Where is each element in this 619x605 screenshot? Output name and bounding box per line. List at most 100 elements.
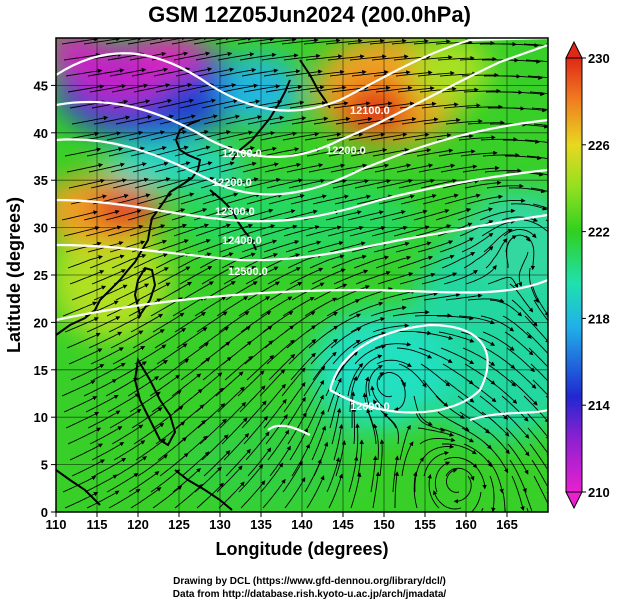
streamline — [177, 82, 215, 93]
streamline — [291, 116, 329, 125]
streamline — [463, 88, 501, 94]
streamline — [282, 296, 315, 317]
streamline — [307, 394, 324, 429]
streamline — [65, 411, 100, 429]
streamline — [130, 487, 162, 509]
streamline — [303, 38, 341, 45]
streamline — [152, 485, 183, 509]
streamline — [330, 327, 362, 349]
streamline — [197, 238, 233, 253]
streamline — [457, 395, 488, 419]
streamline — [353, 255, 390, 269]
streamline — [438, 331, 475, 343]
streamline — [281, 367, 306, 397]
streamline — [421, 272, 458, 285]
streamline — [131, 67, 169, 77]
streamline — [285, 69, 323, 77]
streamline — [329, 241, 366, 253]
streamline — [134, 177, 171, 189]
streamline — [174, 145, 211, 157]
streamline — [377, 272, 414, 285]
streamline — [261, 383, 286, 413]
streamline — [312, 351, 337, 381]
streamline — [311, 425, 327, 461]
streamline — [466, 379, 497, 403]
streamline — [172, 467, 201, 493]
streamline — [370, 132, 408, 141]
streamline — [66, 332, 101, 349]
streamline — [377, 101, 415, 109]
streamline — [458, 135, 496, 141]
x-axis-ticks: 110 115 120 125 130 135 140 145 150 155 160 165 — [46, 512, 518, 532]
streamline — [466, 194, 503, 205]
streamline — [195, 223, 231, 237]
streamline — [177, 252, 212, 269]
contour-label: 12300.0 — [215, 206, 255, 218]
colorbar-tick-label: 230 — [588, 51, 610, 66]
streamline — [376, 359, 412, 367]
streamline — [68, 348, 103, 365]
streamline — [150, 130, 187, 141]
streamline — [421, 444, 455, 461]
streamline — [328, 473, 343, 509]
streamline — [376, 372, 393, 398]
streamline — [130, 313, 164, 333]
streamline — [89, 83, 127, 93]
streamline — [509, 283, 534, 313]
streamline — [114, 193, 151, 205]
streamline — [136, 192, 173, 205]
streamline — [266, 339, 295, 365]
streamline — [237, 38, 275, 45]
streamline — [525, 411, 548, 440]
streamline — [531, 107, 548, 111]
x-axis-label: Longitude (degrees) — [215, 539, 388, 559]
streamline — [309, 409, 325, 445]
streamline — [108, 315, 142, 333]
streamline — [132, 161, 169, 173]
streamline — [149, 374, 181, 397]
streamline — [453, 475, 472, 504]
streamline — [84, 131, 122, 141]
streamline — [219, 401, 247, 429]
streamline — [442, 179, 480, 189]
streamline — [307, 241, 344, 253]
streamline — [401, 441, 414, 477]
streamline — [439, 237, 474, 253]
streamline — [110, 330, 144, 349]
streamline — [222, 177, 259, 189]
contour-labels: 12100.0 12200.0 12200.0 12300.0 12400.0 … — [212, 105, 390, 413]
contour-label: 12100.0 — [222, 148, 262, 160]
streamline — [326, 299, 361, 317]
streamline — [268, 353, 296, 381]
streamline — [524, 315, 548, 344]
streamline — [268, 193, 305, 205]
streamline — [178, 342, 209, 365]
streamline — [133, 83, 171, 93]
streamline — [156, 176, 193, 189]
streamline — [62, 301, 98, 317]
streamline — [133, 422, 165, 445]
streamline — [531, 459, 548, 492]
streamline — [115, 456, 148, 477]
streamline — [439, 71, 477, 77]
streamline — [503, 59, 541, 64]
streamline — [355, 423, 360, 461]
streamline — [132, 329, 165, 349]
streamline — [505, 75, 543, 81]
streamline — [401, 291, 439, 301]
streamline — [532, 379, 548, 396]
streamline — [459, 220, 494, 237]
streamline — [194, 296, 227, 317]
streamline — [112, 345, 146, 365]
streamline — [71, 459, 105, 477]
streamline — [395, 70, 433, 77]
streamline — [348, 301, 384, 317]
streamline — [111, 424, 144, 445]
x-tick-label: 160 — [455, 517, 477, 532]
streamline — [440, 347, 475, 365]
streamline — [347, 38, 385, 45]
colorbar-tick-label: 222 — [588, 225, 610, 240]
contour-label: 12500.0 — [228, 266, 268, 278]
streamline — [181, 281, 214, 301]
streamline — [179, 266, 213, 285]
